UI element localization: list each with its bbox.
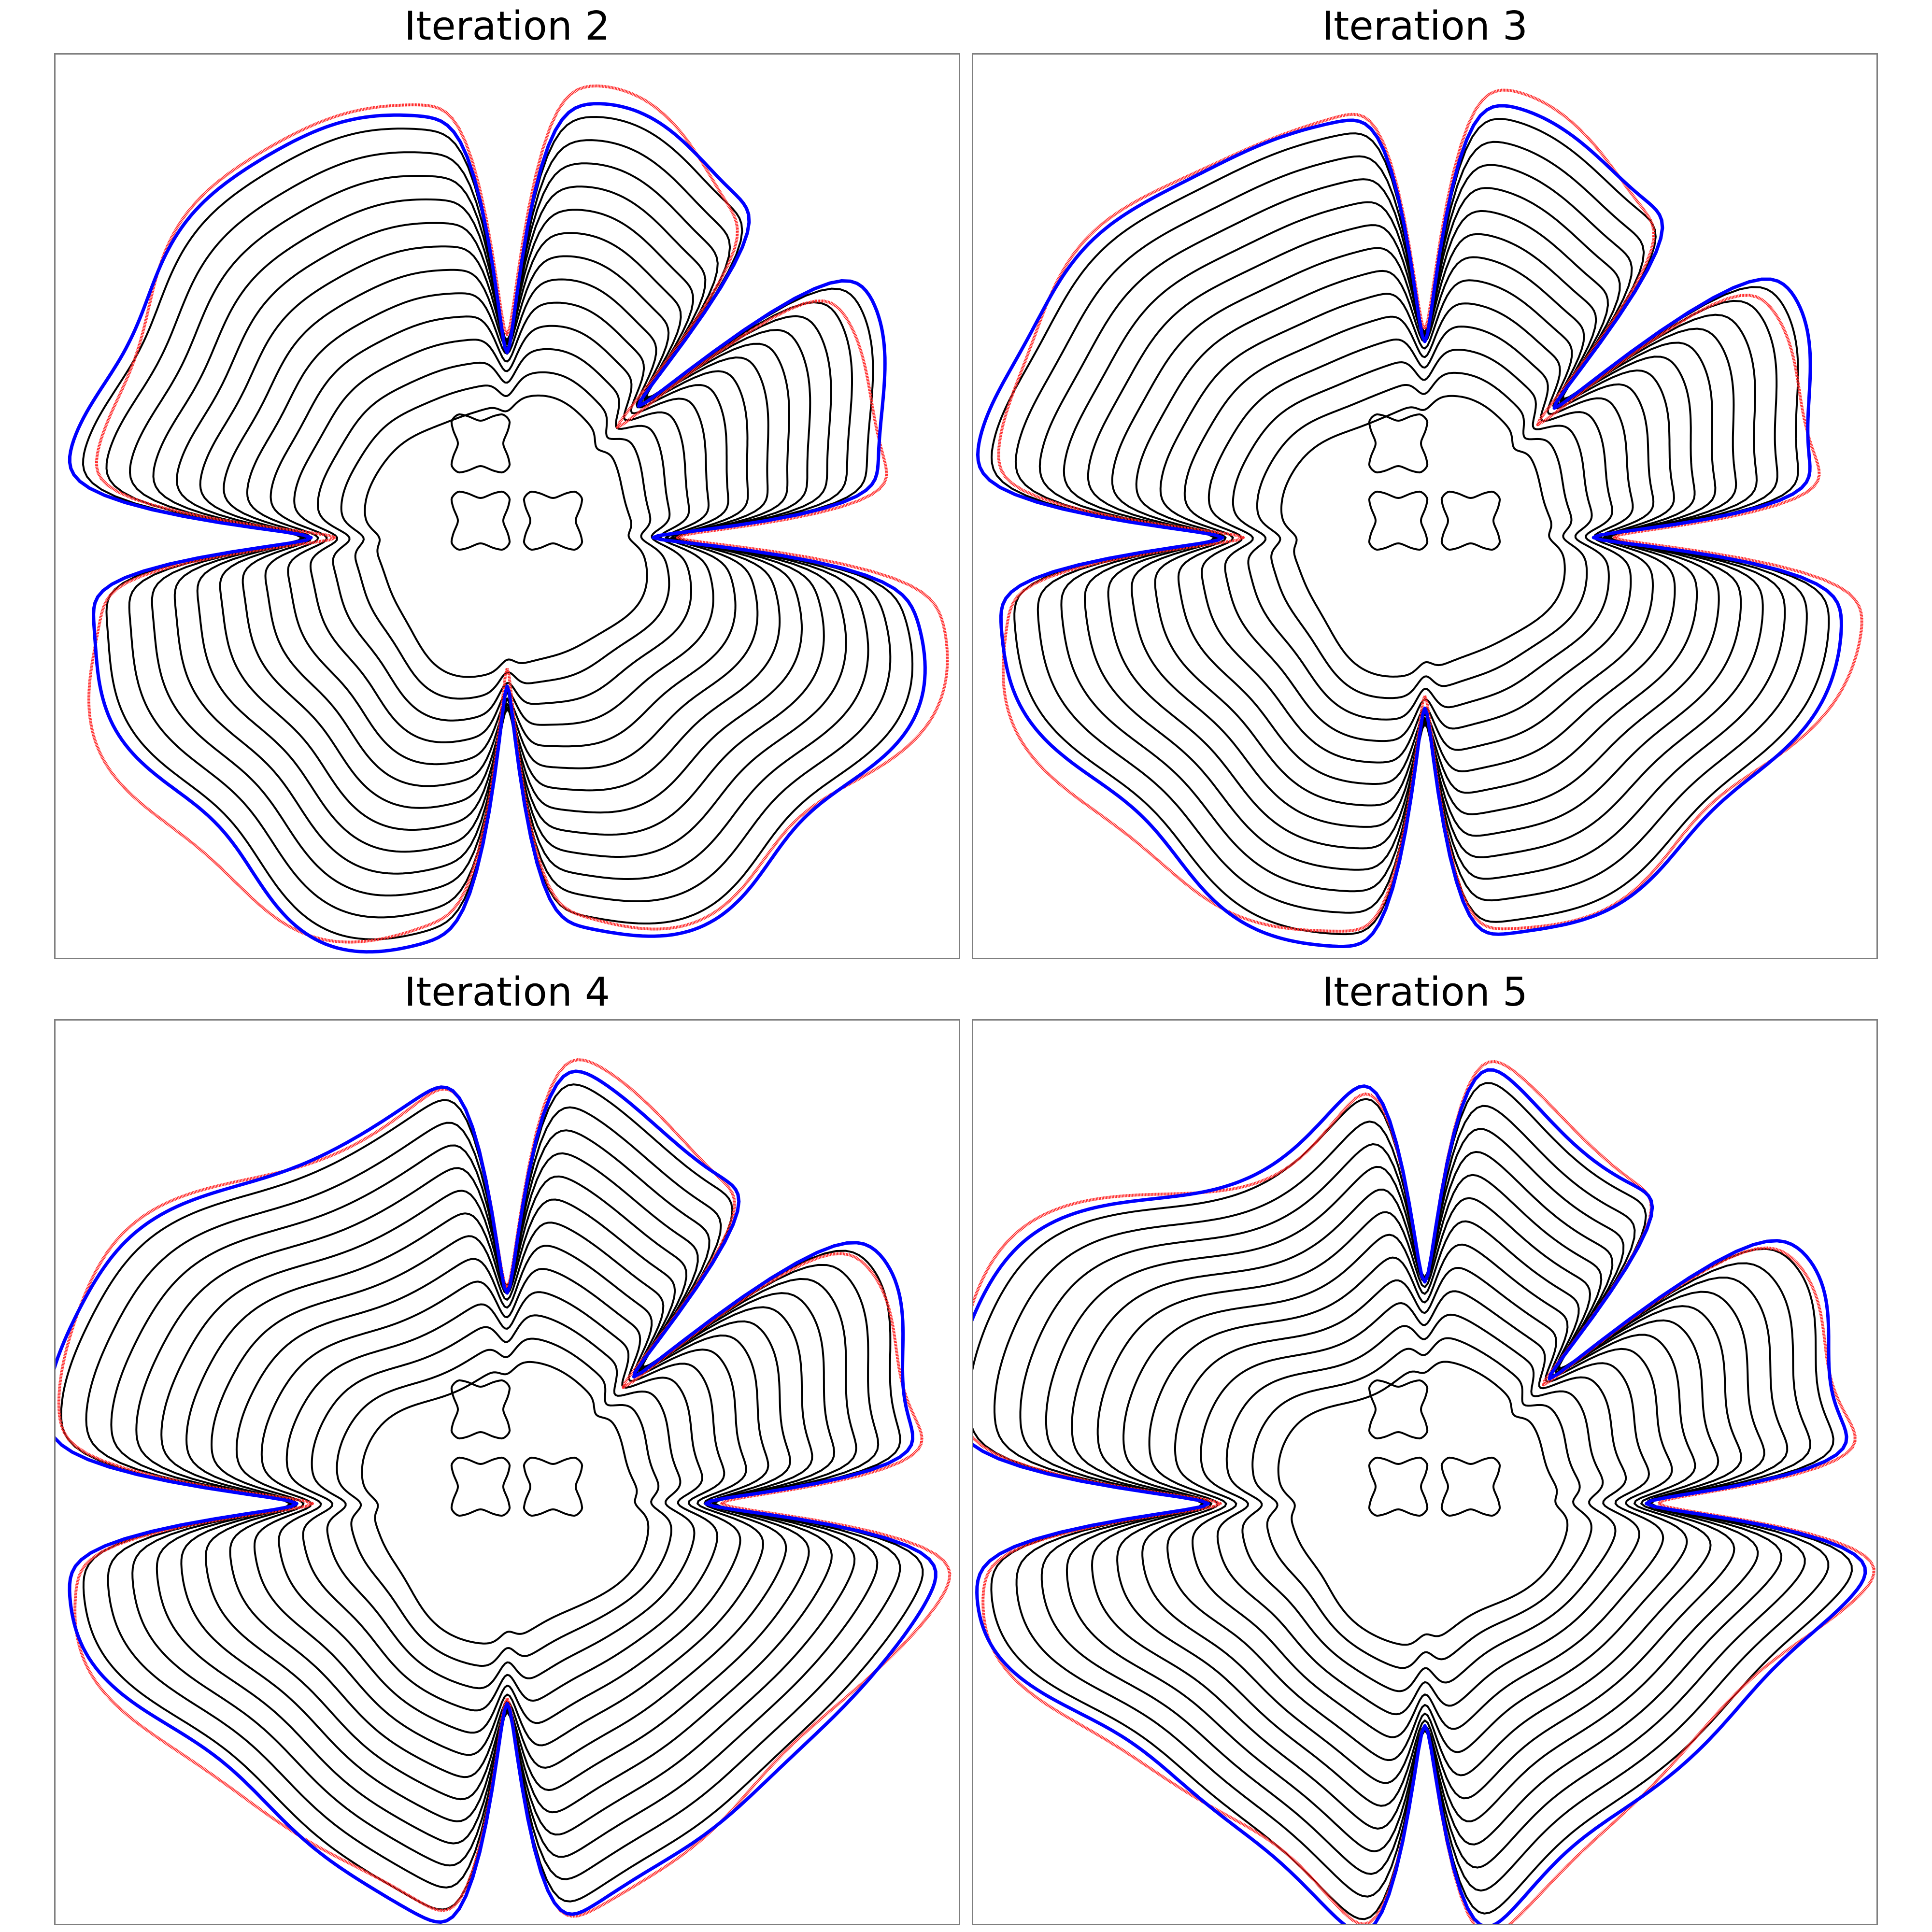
contour-line (152, 185, 847, 875)
contour-line (364, 394, 648, 678)
current-boundary (56, 1069, 938, 1924)
contour-line (1096, 1197, 1735, 1807)
contour-line (1200, 1290, 1640, 1716)
contour-line (1251, 1337, 1592, 1669)
panel-title: Iteration 3 (1321, 3, 1528, 49)
contour-line (1014, 141, 1808, 914)
contour-plot (976, 88, 1863, 948)
target-boundary (87, 84, 949, 944)
contour-line (129, 162, 869, 896)
plot-frame (54, 1019, 960, 1925)
contour-line (1183, 302, 1654, 764)
current-boundary (973, 1068, 1867, 1924)
inner-contour (450, 1456, 511, 1517)
contour-plot (68, 84, 949, 954)
inner-contour (1368, 1456, 1429, 1517)
contour-line (285, 1291, 719, 1712)
target-boundary (997, 88, 1863, 933)
target-boundary (57, 1058, 952, 1918)
inner-contour (1368, 1379, 1429, 1440)
contour-line (1174, 1267, 1664, 1738)
contour-plot (973, 1060, 1875, 1924)
contour-plot (56, 1058, 952, 1924)
target-boundary (973, 1060, 1875, 1924)
current-boundary (68, 102, 927, 954)
contour-line (1148, 1243, 1688, 1762)
inner-contour (450, 490, 511, 551)
plot-frame (972, 1019, 1878, 1925)
inner-contour (450, 1379, 511, 1440)
contour-line (361, 1361, 650, 1645)
inner-contour (1368, 490, 1429, 551)
contour-line (1280, 395, 1566, 678)
contour-line (311, 1314, 696, 1690)
inner-contour (1440, 490, 1501, 551)
contour-line (336, 1337, 672, 1667)
contour-line (1208, 326, 1632, 742)
current-boundary (976, 104, 1843, 948)
contour-line (340, 371, 670, 700)
contour-line (1232, 349, 1610, 721)
plot-frame (54, 53, 960, 959)
contour-line (235, 1245, 764, 1756)
contour-line (1256, 371, 1588, 699)
contour-line (1122, 1220, 1712, 1784)
contour-line (1225, 1313, 1617, 1692)
contour-line (1159, 279, 1676, 785)
inner-contour (523, 490, 583, 551)
inner-contour (450, 413, 511, 474)
contour-line (85, 1106, 901, 1889)
inner-contour (1440, 1456, 1501, 1517)
panel-title: Iteration 4 (404, 969, 611, 1015)
contour-line (1277, 1361, 1569, 1646)
panel-title: Iteration 5 (1321, 969, 1528, 1015)
contour-line (1038, 164, 1786, 893)
plot-frame (972, 53, 1878, 959)
contour-line (105, 139, 892, 919)
inner-contour (523, 1456, 583, 1517)
inner-contour (1368, 413, 1429, 474)
contour-line (317, 348, 692, 722)
contour-line (260, 1268, 741, 1734)
panel-title: Iteration 2 (404, 3, 611, 49)
